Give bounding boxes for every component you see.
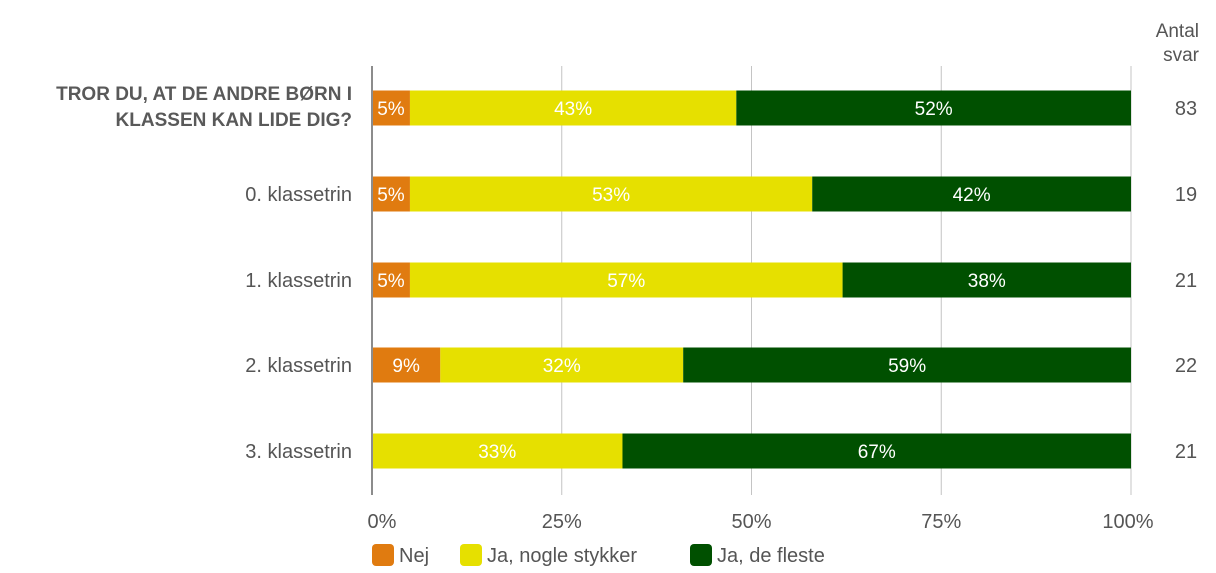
bar-segment-2-3 xyxy=(812,176,1131,212)
bar-segment-3-1 xyxy=(372,262,410,298)
category-label-2: 0. klassetrin xyxy=(245,184,352,206)
data-label-5-3: 67% xyxy=(858,442,896,463)
data-label-3-2: 57% xyxy=(607,271,645,292)
data-label-2-2: 53% xyxy=(592,185,630,206)
response-count-2: 19 xyxy=(1175,184,1197,206)
bar-segment-2-2 xyxy=(409,176,813,212)
legend-swatch-2 xyxy=(460,544,482,566)
data-label-3-1: 5% xyxy=(377,271,405,292)
legend-label-3: Ja, de fleste xyxy=(717,545,825,567)
response-count-3: 21 xyxy=(1175,270,1197,292)
data-label-1-2: 43% xyxy=(554,99,592,120)
counts-header-line: Antal xyxy=(1156,21,1199,42)
category-label-line: 1. klassetrin xyxy=(245,270,352,292)
data-label-3-3: 38% xyxy=(968,271,1006,292)
counts-header-line: svar xyxy=(1163,45,1200,66)
response-counts: Antal svar 83 19 21 22 21 xyxy=(1156,21,1200,463)
legend-label-2: Ja, nogle stykker xyxy=(487,545,637,567)
x-tick-label-0: 0% xyxy=(368,511,397,533)
x-tick-label-50: 50% xyxy=(731,511,771,533)
bar-segment-4-1 xyxy=(372,347,441,383)
category-label-4: 2. klassetrin xyxy=(245,355,352,377)
data-label-1-3: 52% xyxy=(915,99,953,120)
data-label-2-3: 42% xyxy=(953,185,991,206)
legend-label-1: Nej xyxy=(399,545,429,567)
bar-segment-2-1 xyxy=(372,176,410,212)
bar-segment-4-3 xyxy=(683,347,1131,383)
response-count-5: 21 xyxy=(1175,441,1197,463)
legend-swatch-3 xyxy=(690,544,712,566)
x-tick-label-100: 100% xyxy=(1102,511,1153,533)
category-label-1: TROR DU, AT DE ANDRE BØRN I KLASSEN KAN L… xyxy=(56,84,352,131)
category-labels: TROR DU, AT DE ANDRE BØRN I KLASSEN KAN L… xyxy=(56,84,352,463)
category-label-line: 0. klassetrin xyxy=(245,184,352,206)
response-count-4: 22 xyxy=(1175,355,1197,377)
bar-segment-5-3 xyxy=(622,433,1131,469)
data-label-4-1: 9% xyxy=(392,356,420,377)
data-label-2-1: 5% xyxy=(377,185,405,206)
bar-segment-3-2 xyxy=(409,262,843,298)
bar-segment-4-2 xyxy=(440,347,684,383)
bar-segment-1-2 xyxy=(409,90,737,126)
x-tick-labels: 0% 25% 50% 75% 100% xyxy=(368,511,1154,533)
bar-segment-5-2 xyxy=(372,433,623,469)
legend: Nej Ja, nogle stykker Ja, de fleste xyxy=(372,544,825,567)
category-label-line: 3. klassetrin xyxy=(245,441,352,463)
data-label-5-2: 33% xyxy=(478,442,516,463)
x-tick-label-25: 25% xyxy=(542,511,582,533)
data-label-4-3: 59% xyxy=(888,356,926,377)
data-label-4-2: 32% xyxy=(543,356,581,377)
category-label-line: KLASSEN KAN LIDE DIG? xyxy=(116,110,352,131)
category-label-line: 2. klassetrin xyxy=(245,355,352,377)
category-label-5: 3. klassetrin xyxy=(245,441,352,463)
legend-swatch-1 xyxy=(372,544,394,566)
category-label-line: TROR DU, AT DE ANDRE BØRN I xyxy=(56,84,352,105)
data-label-1-1: 5% xyxy=(377,99,405,120)
counts-header: Antal svar xyxy=(1156,21,1200,66)
bar-segment-1-1 xyxy=(372,90,410,126)
x-tick-label-75: 75% xyxy=(921,511,961,533)
response-count-1: 83 xyxy=(1175,98,1197,120)
bars: 5% 43% 52% 5% 53% 42% 5% 57% 38% 9% 32% 59% 33% 67% xyxy=(372,90,1131,469)
bar-segment-3-3 xyxy=(842,262,1131,298)
category-label-3: 1. klassetrin xyxy=(245,270,352,292)
bar-segment-1-3 xyxy=(736,90,1131,126)
